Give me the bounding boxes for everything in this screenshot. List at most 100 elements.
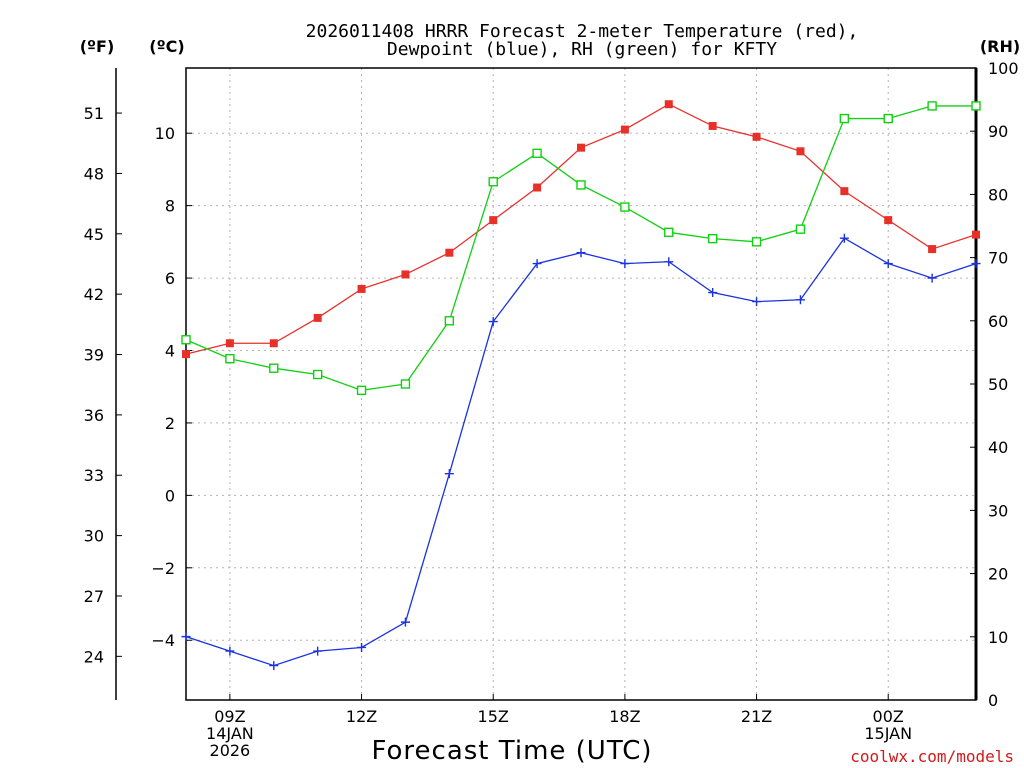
rh-tick-label: 50 xyxy=(988,375,1008,394)
dewpoint-point xyxy=(620,259,630,269)
rh-point xyxy=(883,113,893,124)
rh-point xyxy=(225,354,235,364)
x-tick-label: 15Z xyxy=(478,707,509,726)
dewpoint-point xyxy=(400,617,410,627)
rh-tick-label: 30 xyxy=(988,501,1008,520)
2-meter-temperature-point xyxy=(357,284,366,293)
2-meter-temperature-point xyxy=(533,183,542,192)
tick-labels: −4−2024681024273033363942454851010203040… xyxy=(84,59,1019,760)
chart-title: 2026011408 HRRR Forecast 2-meter Tempera… xyxy=(306,21,859,60)
rh-point xyxy=(312,369,323,380)
rh-point xyxy=(620,202,630,212)
dewpoint-point xyxy=(225,646,235,656)
rh-point xyxy=(576,180,586,190)
fahrenheit-tick-label: 39 xyxy=(84,346,104,365)
rh-tick-label: 60 xyxy=(988,312,1008,331)
2-meter-temperature-point xyxy=(840,187,849,196)
dewpoint-series xyxy=(181,233,981,671)
title-line-1: 2026011408 HRRR Forecast 2-meter Tempera… xyxy=(306,21,859,42)
2-meter-temperature-point xyxy=(884,216,893,225)
rh-point xyxy=(181,335,191,345)
dewpoint-point xyxy=(927,273,937,283)
dewpoint-point xyxy=(708,288,718,298)
credit-text: coolwx.com/models xyxy=(850,747,1014,766)
x-axis-title: Forecast Time (UTC) xyxy=(371,736,652,766)
fahrenheit-tick-label: 42 xyxy=(84,285,104,304)
2-meter-temperature-point xyxy=(313,313,322,322)
dewpoint-point xyxy=(971,259,981,269)
rh-point xyxy=(488,177,498,187)
celsius-tick-label: 0 xyxy=(165,486,175,505)
dewpoint-point xyxy=(488,317,498,327)
2-meter-temperature-point xyxy=(928,245,937,254)
dewpoint-point xyxy=(664,257,674,267)
rh-tick-label: 100 xyxy=(988,59,1019,78)
fahrenheit-tick-label: 48 xyxy=(84,164,104,183)
dewpoint-point xyxy=(444,469,454,479)
rh-tick-label: 90 xyxy=(988,122,1008,141)
2-meter-temperature-point xyxy=(620,125,629,134)
fahrenheit-tick-label: 33 xyxy=(84,466,104,485)
series xyxy=(181,100,981,671)
rh-point xyxy=(444,316,455,326)
dewpoint-point xyxy=(576,248,586,258)
fahrenheit-tick-label: 36 xyxy=(84,406,104,425)
2-meter-temperature-point xyxy=(708,121,717,130)
x-tick-label: 18Z xyxy=(609,707,640,726)
dewpoint-point xyxy=(357,642,367,652)
rh-point xyxy=(400,379,411,389)
x-tick-label: 15JAN xyxy=(864,724,912,743)
celsius-tick-label: −2 xyxy=(151,559,175,578)
rh-tick-label: 0 xyxy=(988,691,998,710)
celsius-tick-label: 2 xyxy=(165,414,175,433)
rh-point xyxy=(971,101,981,111)
rh-point xyxy=(707,233,718,244)
2-meter-temperature-point xyxy=(664,100,673,109)
rh-tick-label: 80 xyxy=(988,185,1008,204)
fahrenheit-tick-label: 30 xyxy=(84,527,104,546)
rh-tick-label: 10 xyxy=(988,628,1008,647)
2-meter-temperature-point xyxy=(752,132,761,141)
dewpoint-point xyxy=(269,661,279,671)
rh-point xyxy=(269,363,279,373)
x-tick-label: 21Z xyxy=(741,707,772,726)
fahrenheit-tick-label: 51 xyxy=(84,104,104,123)
2-meter-temperature-point xyxy=(445,248,454,257)
rh-point xyxy=(839,113,850,124)
2-meter-temperature-point xyxy=(796,147,805,156)
title-line-2: Dewpoint (blue), RH (green) for KFTY xyxy=(387,39,777,60)
2-meter-temperature-point xyxy=(401,270,410,279)
dewpoint-point xyxy=(752,297,762,307)
x-tick-label: 12Z xyxy=(346,707,377,726)
dewpoint-line xyxy=(185,237,977,667)
fahrenheit-tick-label: 27 xyxy=(84,587,104,606)
2-meter-temperature-point xyxy=(182,350,190,359)
rh-tick-label: 70 xyxy=(988,249,1008,268)
x-tick-label: 00Z xyxy=(873,707,904,726)
dewpoint-point xyxy=(839,233,849,243)
fahrenheit-tick-label: 24 xyxy=(84,647,104,666)
2-meter-temperature-point xyxy=(269,339,278,348)
rh-point xyxy=(664,227,674,238)
plot-frame xyxy=(185,67,977,701)
rh-point xyxy=(795,224,806,234)
celsius-axis-label: (ºC) xyxy=(149,37,184,56)
grid xyxy=(186,68,976,700)
celsius-tick-label: 8 xyxy=(165,197,175,216)
x-tick-label: 14JAN xyxy=(206,724,254,743)
dewpoint-point xyxy=(181,632,191,642)
2-meter-temperature-point xyxy=(225,339,234,348)
rh-series xyxy=(181,101,981,396)
2-meter-temperature-point xyxy=(972,230,980,239)
rh-point xyxy=(532,148,542,159)
rh-tick-label: 40 xyxy=(988,438,1008,457)
dewpoint-point xyxy=(532,259,542,269)
axes: (ºF) (ºC) (RH) xyxy=(80,37,1020,701)
2-meter-temperature-series xyxy=(182,100,980,359)
dewpoint-point xyxy=(795,295,805,305)
dewpoint-point xyxy=(883,259,893,269)
x-tick-label: 2026 xyxy=(210,741,251,760)
fahrenheit-axis-label: (ºF) xyxy=(80,37,115,56)
celsius-tick-label: 6 xyxy=(165,269,175,288)
